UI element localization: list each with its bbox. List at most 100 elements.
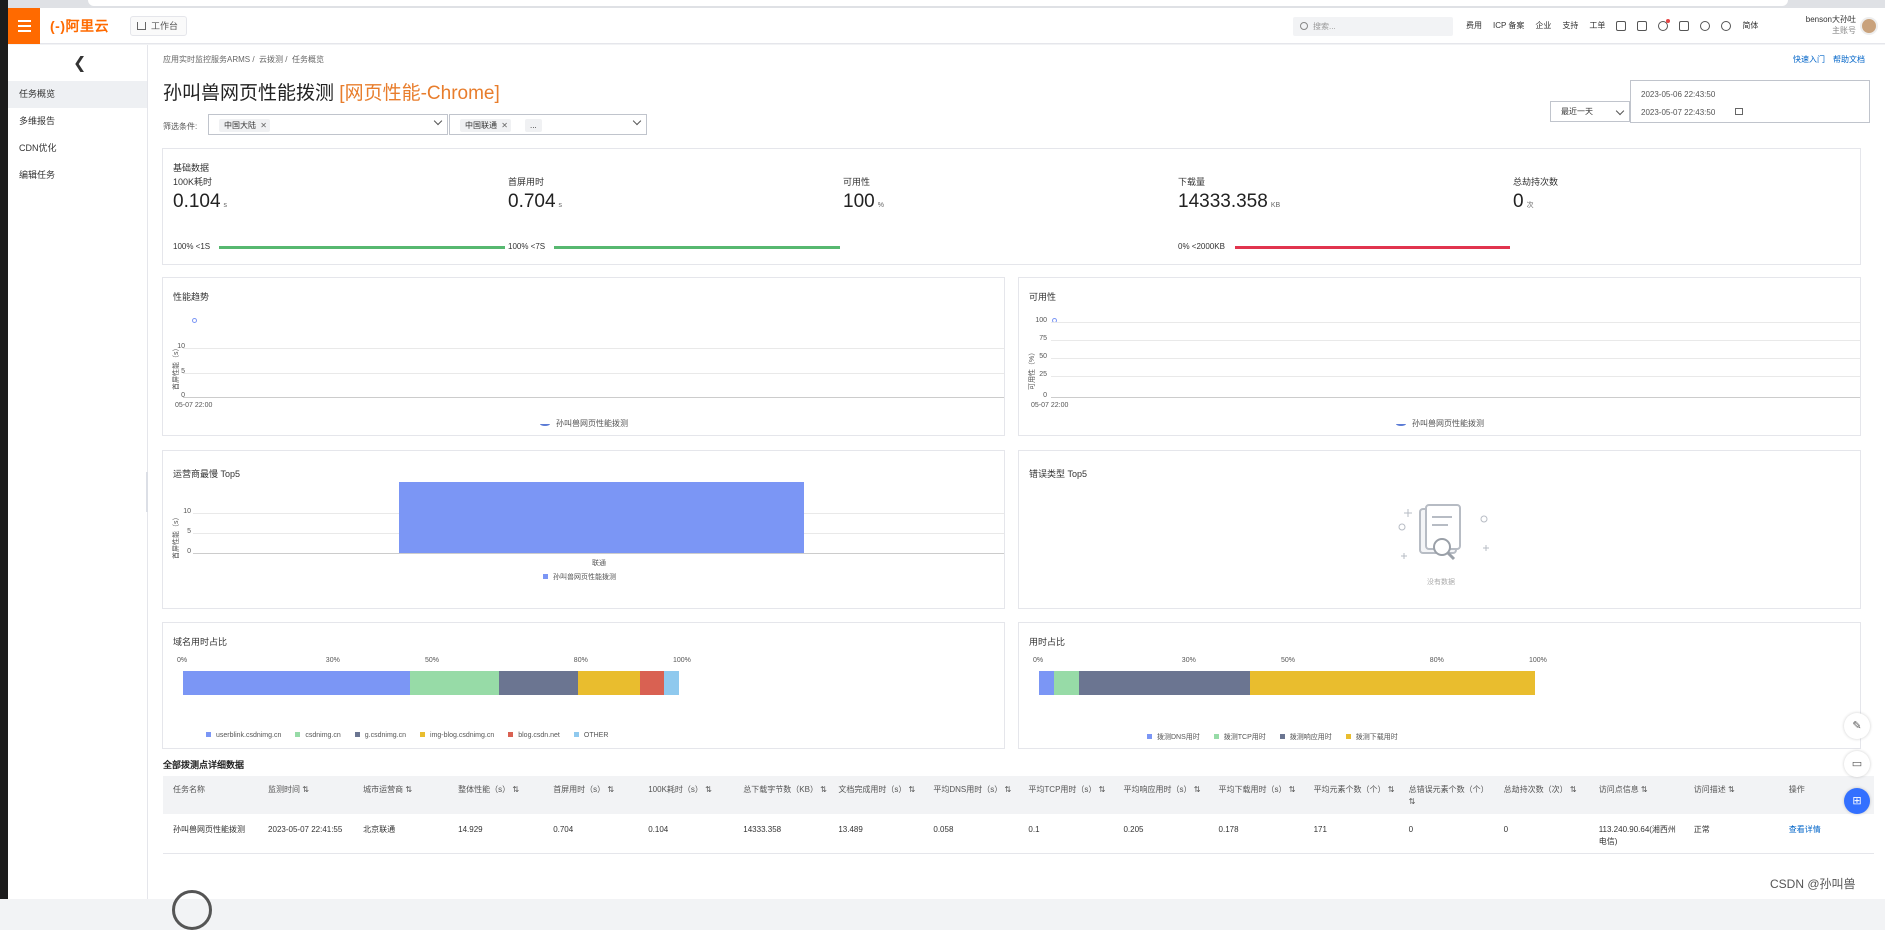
- pct-tick: 0%: [1033, 657, 1044, 664]
- legend-item[interactable]: 拨测响应用时: [1279, 732, 1332, 742]
- cart-icon[interactable]: [1679, 20, 1690, 31]
- stack-segment[interactable]: [498, 671, 578, 695]
- legend-label: 拨测DNS用时: [1157, 734, 1200, 741]
- close-icon[interactable]: ✕: [501, 121, 508, 130]
- search-input[interactable]: 搜索...: [1293, 17, 1453, 36]
- time-range-select[interactable]: 最近一天: [1550, 101, 1630, 122]
- link-enterprise[interactable]: 企业: [1535, 21, 1552, 30]
- stack-segment[interactable]: [1249, 671, 1535, 695]
- column-header[interactable]: 整体性能（s） ⇅: [458, 785, 520, 794]
- browser-chrome: [8, 0, 1885, 8]
- metric-value: 14333.358 KB: [1178, 191, 1281, 212]
- aliyun-logo[interactable]: (-)阿里云: [50, 18, 109, 34]
- stack-segment[interactable]: [664, 671, 679, 695]
- link-support[interactable]: 支持: [1562, 21, 1579, 30]
- chat-icon[interactable]: ▭: [1844, 751, 1870, 777]
- bar-liantong[interactable]: [399, 482, 804, 553]
- legend-item[interactable]: 孙叫兽网页性能拨测: [543, 572, 616, 582]
- legend-label: 孙叫兽网页性能拨测: [553, 574, 616, 581]
- legend-item[interactable]: csdnimg.cn: [295, 732, 341, 739]
- column-header[interactable]: 访问描述 ⇅: [1693, 785, 1735, 794]
- pct-tick: 0%: [177, 657, 188, 664]
- column-header[interactable]: 平均DNS用时（s） ⇅: [933, 785, 1012, 794]
- column-header[interactable]: 任务名称: [173, 785, 205, 794]
- chevron-left-icon[interactable]: ❮: [73, 55, 87, 72]
- link-icp[interactable]: ICP 备案: [1493, 21, 1525, 30]
- sidebar-item-cdn[interactable]: CDN优化: [19, 143, 57, 153]
- user-info[interactable]: benson大孙吐 主账号: [1798, 14, 1856, 36]
- date-end[interactable]: 2023-05-07 22:43:50: [1641, 108, 1716, 117]
- legend-item[interactable]: img-blog.csdnimg.cn: [420, 732, 494, 739]
- legend-item[interactable]: OTHER: [573, 732, 608, 739]
- stack-segment[interactable]: [639, 671, 665, 695]
- quickstart-link[interactable]: 快速入门: [1793, 55, 1825, 64]
- avatar[interactable]: [1860, 17, 1878, 35]
- x-axis: [183, 397, 1004, 398]
- column-header[interactable]: 监测时间 ⇅: [268, 785, 309, 794]
- column-header[interactable]: 100K耗时（s） ⇅: [648, 785, 712, 794]
- metric-label: 下载量: [1178, 177, 1206, 187]
- floating-widget-icon[interactable]: [172, 890, 212, 930]
- workspace-button[interactable]: 工作台: [130, 16, 188, 36]
- breadcrumb-item[interactable]: 云拨测: [259, 55, 284, 64]
- breadcrumb-item[interactable]: 应用实时监控服务ARMS: [163, 55, 251, 64]
- link-ticket[interactable]: 工单: [1589, 21, 1606, 30]
- region-select[interactable]: 中国大陆 ✕: [208, 114, 448, 135]
- screen-icon[interactable]: [1637, 20, 1648, 31]
- view-details-link[interactable]: 查看详情: [1788, 825, 1821, 834]
- operator-select[interactable]: 中国联通 ✕ ...: [449, 114, 647, 135]
- grid-line: [1051, 322, 1860, 323]
- stack-segment[interactable]: [1078, 671, 1250, 695]
- legend-item[interactable]: g.csdnimg.cn: [354, 732, 406, 739]
- column-header[interactable]: 操作: [1788, 785, 1805, 794]
- date-start[interactable]: 2023-05-06 22:43:50: [1641, 90, 1716, 99]
- column-header[interactable]: 城市运营商 ⇅: [363, 785, 413, 794]
- help-icon[interactable]: [1721, 20, 1732, 31]
- stack-segment[interactable]: [183, 671, 411, 695]
- column-header[interactable]: 平均TCP用时（s） ⇅: [1028, 785, 1106, 794]
- edit-icon[interactable]: ✎: [1844, 713, 1870, 739]
- column-header[interactable]: 访问点信息 ⇅: [1598, 785, 1648, 794]
- table-cell: 0: [1408, 825, 1414, 834]
- close-icon[interactable]: ✕: [260, 121, 267, 130]
- lightbulb-icon[interactable]: [1700, 20, 1711, 31]
- legend-item[interactable]: 孙叫兽网页性能拨测: [540, 418, 628, 429]
- legend-item[interactable]: 拨测下载用时: [1345, 732, 1398, 742]
- stack-segment[interactable]: [1039, 671, 1054, 695]
- stack-segment[interactable]: [410, 671, 499, 695]
- legend-item[interactable]: 孙叫兽网页性能拨测: [1396, 418, 1484, 429]
- legend-label: csdnimg.cn: [305, 732, 341, 739]
- bell-icon[interactable]: [1658, 18, 1671, 31]
- address-bar[interactable]: [88, 0, 1788, 6]
- legend-item[interactable]: 拨测TCP用时: [1213, 732, 1266, 742]
- sidebar-item-overview[interactable]: 任务概览: [8, 81, 147, 108]
- docs-link[interactable]: 帮助文档: [1833, 55, 1865, 64]
- sidebar-item-edit[interactable]: 编辑任务: [19, 170, 56, 180]
- column-header[interactable]: 总下载字节数（KB） ⇅: [743, 785, 827, 794]
- stack-segment[interactable]: [1053, 671, 1079, 695]
- threshold-bar: [219, 246, 505, 249]
- legend-item[interactable]: 拨测DNS用时: [1147, 732, 1200, 742]
- column-header[interactable]: 总劫持次数（次） ⇅: [1503, 785, 1577, 794]
- terminal-icon[interactable]: [1616, 20, 1627, 31]
- column-header[interactable]: 平均下载用时（s） ⇅: [1218, 785, 1296, 794]
- error-top5-panel: 错误类型 Top5 没有数据: [1018, 450, 1861, 609]
- hamburger-menu-icon[interactable]: [8, 8, 40, 44]
- column-header[interactable]: 总错误元素个数（个） ⇅: [1408, 785, 1489, 806]
- time-stacked-bar: [1039, 671, 1535, 695]
- column-header[interactable]: 平均响应用时（s） ⇅: [1123, 785, 1201, 794]
- column-header[interactable]: 文档完成用时（s） ⇅: [838, 785, 916, 794]
- grid-line: [1051, 340, 1860, 341]
- legend-item[interactable]: userblink.csdnimg.cn: [206, 732, 281, 739]
- language-switch[interactable]: 简体: [1742, 21, 1759, 30]
- column-header[interactable]: 平均元素个数（个） ⇅: [1313, 785, 1395, 794]
- date-range-picker[interactable]: 2023-05-06 22:43:50 2023-05-07 22:43:50: [1630, 80, 1870, 123]
- apps-icon[interactable]: ⊞: [1844, 788, 1870, 814]
- sidebar-item-report[interactable]: 多维报告: [19, 116, 56, 126]
- calendar-icon[interactable]: [1735, 108, 1743, 115]
- column-header[interactable]: 首屏用时（s） ⇅: [553, 785, 615, 794]
- link-fees[interactable]: 费用: [1466, 21, 1482, 30]
- table-cell: 北京联通: [363, 825, 396, 834]
- legend-item[interactable]: blog.csdn.net: [508, 732, 560, 739]
- stack-segment[interactable]: [577, 671, 640, 695]
